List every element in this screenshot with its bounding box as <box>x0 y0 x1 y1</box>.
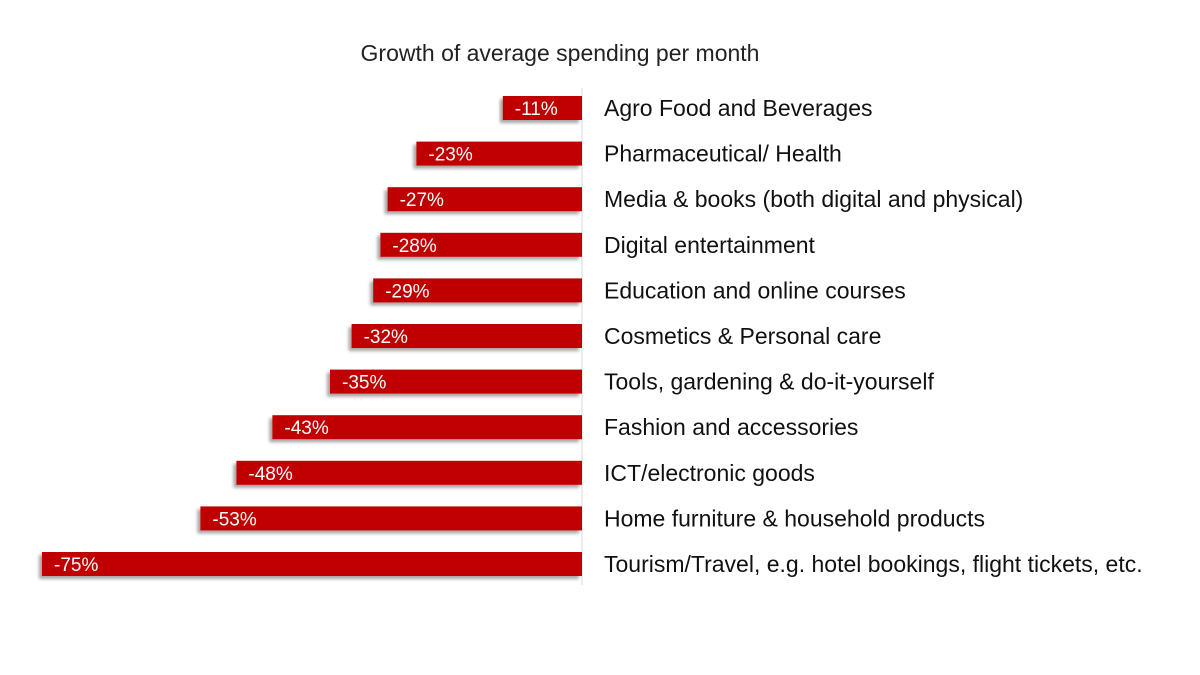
bar-7 <box>272 415 582 440</box>
bar-8 <box>236 460 582 485</box>
bar-2 <box>387 187 582 212</box>
bar-9 <box>200 506 582 531</box>
bar-1 <box>416 141 582 166</box>
data-label-3: -28% <box>392 236 436 257</box>
data-label-1: -23% <box>428 145 472 166</box>
data-label-8: -48% <box>248 464 292 485</box>
data-label-5: -32% <box>364 327 408 348</box>
data-label-4: -29% <box>385 281 429 302</box>
data-label-2: -27% <box>400 190 444 211</box>
category-label-4: Education and online courses <box>604 277 906 303</box>
category-label-5: Cosmetics & Personal care <box>604 323 881 349</box>
chart-title: Growth of average spending per month <box>360 40 760 66</box>
category-label-3: Digital entertainment <box>604 232 816 258</box>
data-label-6: -35% <box>342 373 386 394</box>
bar-0 <box>502 96 582 120</box>
data-label-10: -75% <box>54 555 98 576</box>
bar-3 <box>380 232 582 257</box>
data-label-0: -11% <box>515 99 558 120</box>
category-label-10: Tourism/Travel, e.g. hotel bookings, fli… <box>604 551 1143 577</box>
category-label-6: Tools, gardening & do-it-yourself <box>604 369 934 395</box>
bar-10 <box>42 552 582 576</box>
category-label-1: Pharmaceutical/ Health <box>604 141 842 167</box>
category-label-9: Home furniture & household products <box>604 505 985 531</box>
category-label-7: Fashion and accessories <box>604 414 858 440</box>
category-label-0: Agro Food and Beverages <box>604 95 873 121</box>
data-label-9: -53% <box>212 509 256 530</box>
data-label-7: -43% <box>284 418 328 439</box>
category-label-8: ICT/electronic goods <box>604 460 815 486</box>
bar-4 <box>373 278 582 303</box>
category-label-2: Media & books (both digital and physical… <box>604 186 1023 212</box>
bar-5 <box>351 324 582 348</box>
bar-6 <box>330 369 582 394</box>
